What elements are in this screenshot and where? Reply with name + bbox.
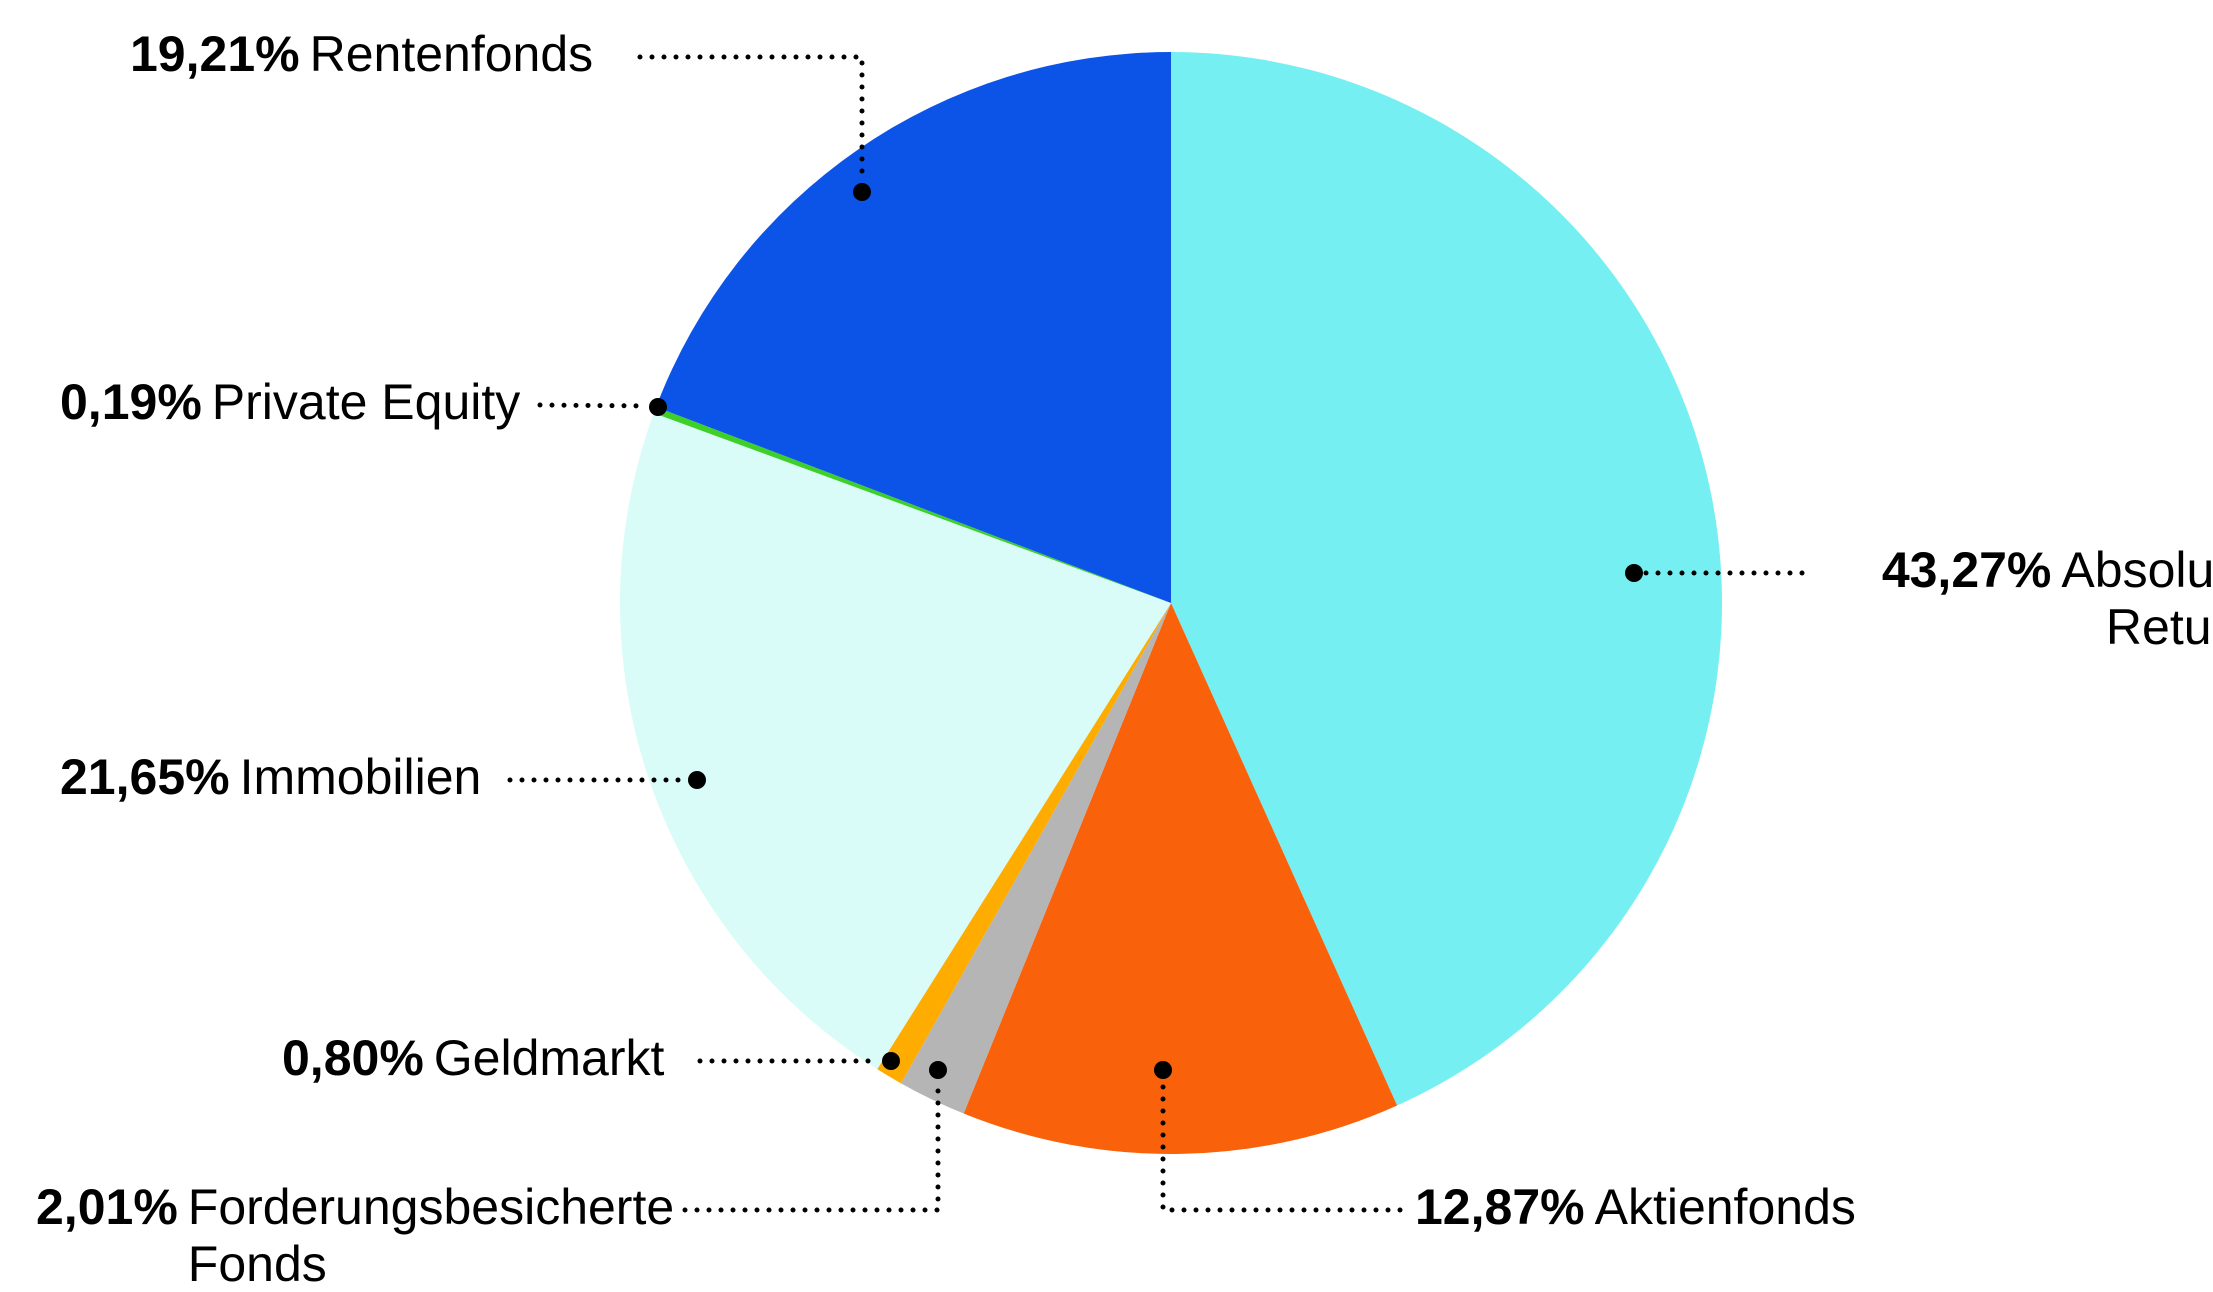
leader-private-equity: [537, 402, 649, 409]
pie-slices-group: [620, 52, 1723, 1154]
callout-dot-geldmarkt: [882, 1052, 900, 1070]
pie-slice-private-equity: [653, 406, 1171, 603]
rentenfonds-name: Rentenfonds: [309, 26, 594, 82]
immobilien-percent: 21,65%: [60, 749, 230, 805]
private-equity-percent: 0,19%: [60, 374, 202, 430]
label-forderungsbesicherte-fonds: 2,01% Forderungsbesicherte Fonds: [36, 1179, 708, 1292]
private-equity-name: Private Equity: [211, 374, 521, 430]
geldmarkt-percent: 0,80%: [282, 1030, 424, 1086]
callout-dot-forderungsbesicherte: [929, 1061, 947, 1079]
callout-dot-immobilien: [688, 771, 706, 789]
callout-dot-private-equity: [649, 398, 667, 416]
label-absolute-return: 43,27%Absolute Return: [1826, 542, 2213, 656]
geldmarkt-name: Geldmarkt: [433, 1030, 665, 1086]
forderungsbesicherte-percent: 2,01%: [36, 1179, 178, 1235]
label-geldmarkt: 0,80% Geldmarkt: [282, 1030, 664, 1087]
leader-rentenfonds: [637, 54, 865, 185]
label-private-equity: 0,19% Private Equity: [60, 374, 520, 431]
absolute-return-percent: 43,27%: [1881, 542, 2052, 598]
absolute-return-name: Absolute Return: [2061, 542, 2213, 655]
label-aktienfonds: 12,87% Aktienfonds: [1415, 1179, 1856, 1236]
callout-dot-aktienfonds: [1154, 1061, 1172, 1079]
pie-slice-absolute-return: [1171, 52, 1723, 1106]
immobilien-name: Immobilien: [239, 749, 482, 805]
callout-dot-absolute-return: [1625, 564, 1643, 582]
leader-forderungsbesicherte: [682, 1079, 941, 1213]
pie-slice-geldmarkt: [877, 603, 1171, 1084]
leader-aktienfonds: [1160, 1079, 1403, 1213]
pie-slice-immobilien: [620, 413, 1171, 1070]
pie-slice-rentenfonds: [656, 52, 1171, 603]
pie-slice-forderungsbesicherte-fonds: [901, 603, 1171, 1114]
label-immobilien: 21,65% Immobilien: [60, 749, 481, 806]
callout-dot-rentenfonds: [853, 183, 871, 201]
aktienfonds-name: Aktienfonds: [1594, 1179, 1856, 1235]
forderungsbesicherte-name: Forderungsbesicherte Fonds: [187, 1179, 675, 1292]
pie-slice-aktienfonds: [963, 603, 1398, 1154]
label-rentenfonds: 19,21% Rentenfonds: [130, 26, 593, 83]
aktienfonds-percent: 12,87%: [1415, 1179, 1585, 1235]
rentenfonds-percent: 19,21%: [130, 26, 300, 82]
